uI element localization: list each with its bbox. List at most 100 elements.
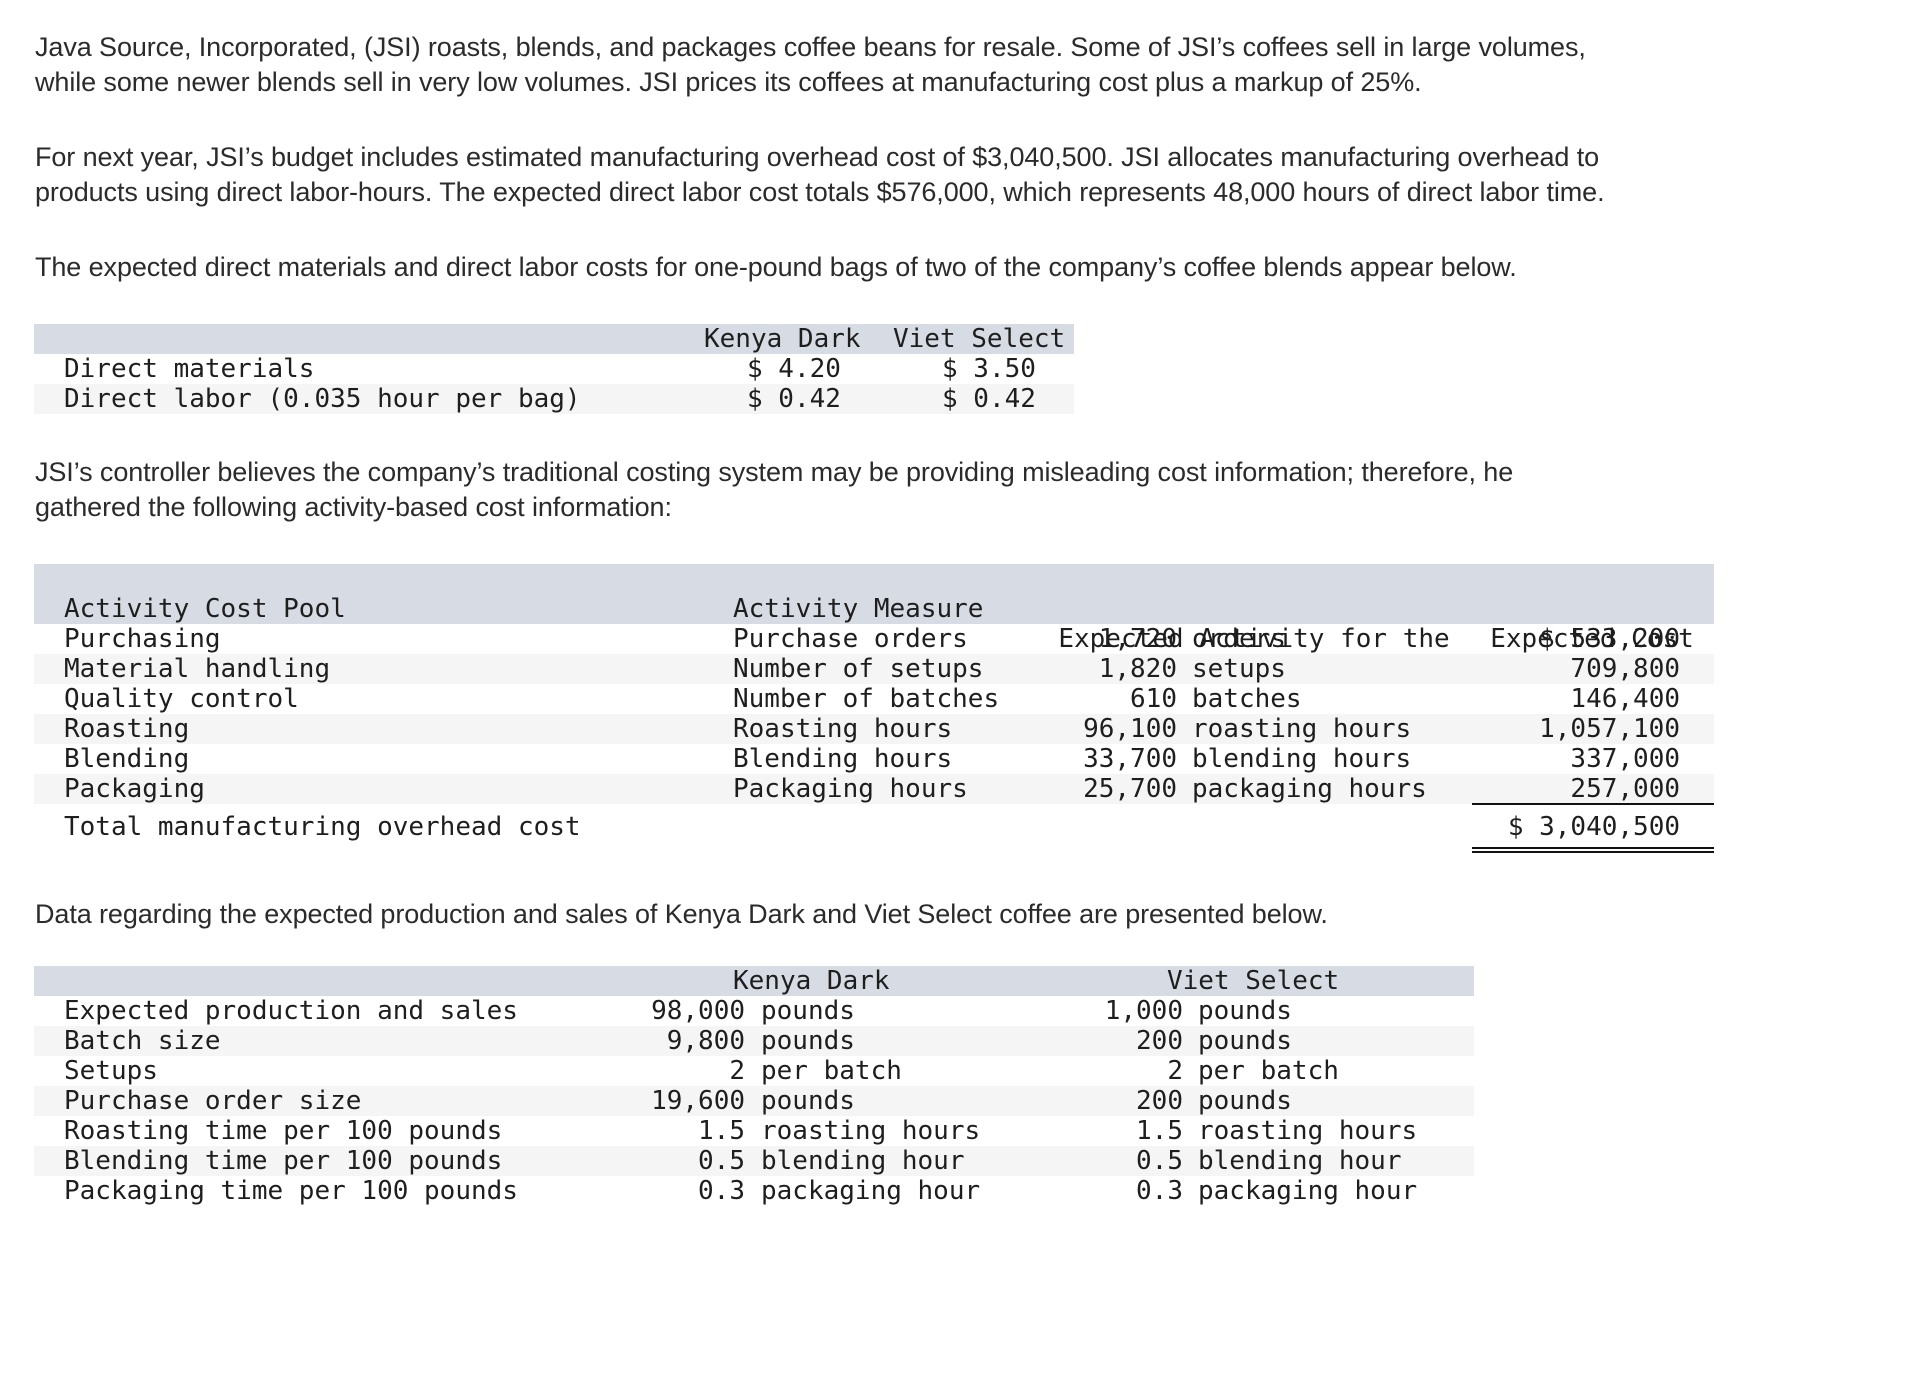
kenya-qty: 0.5 [698, 1146, 745, 1176]
activity-measure: Number of setups [733, 654, 984, 684]
kenya-unit: pounds [761, 1086, 855, 1116]
row-label: Direct labor (0.035 hour per bag) [64, 384, 581, 414]
table-row: Direct labor (0.035 hour per bag) $ 0.42… [34, 384, 1074, 414]
expected-cost: $ 533,200 [1539, 624, 1680, 654]
kenya-unit: per batch [761, 1056, 902, 1086]
activity-unit: batches [1192, 684, 1302, 714]
total-label: Total manufacturing overhead cost [64, 812, 581, 842]
viet-qty: 200 [1136, 1086, 1183, 1116]
kenya-value: $ 4.20 [747, 354, 841, 384]
kenya-unit: pounds [761, 1026, 855, 1056]
kenya-qty: 9,800 [666, 1026, 745, 1056]
production-header-row: Kenya Dark Viet Select [34, 966, 1474, 996]
viet-qty: 2 [1167, 1056, 1183, 1086]
header-activity-cost-pool: Activity Cost Pool [64, 594, 346, 624]
total-row: Total manufacturing overhead cost $ 3,04… [34, 812, 1714, 842]
budget-paragraph: For next year, JSI’s budget includes est… [35, 140, 1605, 210]
kenya-unit: roasting hours [761, 1116, 981, 1146]
activity-qty: 33,700 [1083, 744, 1177, 774]
pool-name: Blending [64, 744, 190, 774]
kenya-qty: 2 [729, 1056, 745, 1086]
table-row: Roasting Roasting hours 96,100 roasting … [34, 714, 1714, 744]
budget-line-2: products using direct labor-hours. The e… [35, 177, 1605, 207]
kenya-qty: 1.5 [698, 1116, 745, 1146]
table-row: Direct materials $ 4.20 $ 3.50 [34, 354, 1074, 384]
kenya-qty: 98,000 [651, 996, 745, 1026]
activity-unit: packaging hours [1192, 774, 1427, 804]
activity-measure: Roasting hours [733, 714, 953, 744]
total-double-underline-top [1472, 847, 1714, 849]
activity-qty: 96,100 [1083, 714, 1177, 744]
kenya-unit: packaging hour [761, 1176, 981, 1206]
activity-unit: orders [1192, 624, 1286, 654]
expected-cost: 337,000 [1570, 744, 1680, 774]
total-double-underline-bottom [1472, 851, 1714, 853]
header-expected-cost-line-1: Expected Cost [1490, 624, 1694, 654]
viet-unit: pounds [1198, 1026, 1292, 1056]
abc-table: Activity Cost Pool Activity Measure Expe… [34, 564, 1714, 854]
activity-qty: 610 [1130, 684, 1177, 714]
pool-name: Quality control [64, 684, 299, 714]
activity-measure: Number of batches [733, 684, 1000, 714]
table-row: Quality control Number of batches 610 ba… [34, 684, 1714, 714]
viet-qty: 0.5 [1136, 1146, 1183, 1176]
kenya-unit: blending hour [761, 1146, 965, 1176]
pool-name: Material handling [64, 654, 331, 684]
pool-name: Purchasing [64, 624, 221, 654]
row-label: Direct materials [64, 354, 315, 384]
row-label: Expected production and sales [64, 996, 518, 1026]
row-label: Batch size [64, 1026, 221, 1056]
viet-unit: blending hour [1198, 1146, 1402, 1176]
row-label: Packaging time per 100 pounds [64, 1176, 518, 1206]
viet-unit: roasting hours [1198, 1116, 1418, 1146]
viet-unit: pounds [1198, 996, 1292, 1026]
kenya-qty: 0.3 [698, 1176, 745, 1206]
viet-qty: 0.3 [1136, 1176, 1183, 1206]
viet-value: $ 3.50 [942, 354, 1036, 384]
table-row: Blending Blending hours 33,700 blending … [34, 744, 1714, 774]
activity-unit: blending hours [1192, 744, 1412, 774]
budget-line-1: For next year, JSI’s budget includes est… [35, 142, 1600, 172]
header-activity-measure: Activity Measure [733, 594, 984, 624]
kenya-value: $ 0.42 [747, 384, 841, 414]
table-row: Expected production and sales 98,000 pou… [34, 996, 1474, 1026]
kenya-unit: pounds [761, 996, 855, 1026]
expected-cost: 257,000 [1570, 774, 1680, 804]
intro-line-1: Java Source, Incorporated, (JSI) roasts,… [35, 32, 1586, 62]
production-intro-paragraph: Data regarding the expected production a… [35, 897, 1328, 932]
viet-unit: pounds [1198, 1086, 1292, 1116]
table-row: Blending time per 100 pounds 0.5 blendin… [34, 1146, 1474, 1176]
costs-intro-paragraph: The expected direct materials and direct… [35, 250, 1517, 285]
viet-unit: packaging hour [1198, 1176, 1418, 1206]
header-viet-select: Viet Select [1167, 966, 1340, 996]
expected-cost: 1,057,100 [1539, 714, 1680, 744]
activity-qty: 1,720 [1098, 624, 1177, 654]
row-label: Setups [64, 1056, 158, 1086]
table-row: Material handling Number of setups 1,820… [34, 654, 1714, 684]
production-table: Kenya Dark Viet Select Expected producti… [34, 966, 1474, 1206]
header-expected-activity-line-1: Expected Activity for the [1058, 624, 1450, 654]
table-row: Purchase order size 19,600 pounds 200 po… [34, 1086, 1474, 1116]
abc-intro-paragraph: JSI’s controller believes the company’s … [35, 455, 1513, 525]
costs-intro-line-1: The expected direct materials and direct… [35, 252, 1517, 282]
total-cost: $ 3,040,500 [1507, 812, 1680, 842]
viet-unit: per batch [1198, 1056, 1339, 1086]
table-row: Roasting time per 100 pounds 1.5 roastin… [34, 1116, 1474, 1146]
expected-cost: 709,800 [1570, 654, 1680, 684]
row-label: Roasting time per 100 pounds [64, 1116, 503, 1146]
abc-intro-line-2: gathered the following activity-based co… [35, 492, 672, 522]
row-label: Blending time per 100 pounds [64, 1146, 503, 1176]
expected-cost: 146,400 [1570, 684, 1680, 714]
abc-header-row: Activity Cost Pool Activity Measure Expe… [34, 564, 1714, 744]
header-kenya-dark: Kenya Dark [704, 324, 861, 354]
row-label: Purchase order size [64, 1086, 362, 1116]
viet-qty: 1,000 [1104, 996, 1183, 1026]
production-intro-line-1: Data regarding the expected production a… [35, 899, 1328, 929]
header-viet-select: Viet Select [893, 324, 1066, 354]
table-row: Batch size 9,800 pounds 200 pounds [34, 1026, 1474, 1056]
viet-qty: 1.5 [1136, 1116, 1183, 1146]
kenya-qty: 19,600 [651, 1086, 745, 1116]
intro-paragraph: Java Source, Incorporated, (JSI) roasts,… [35, 30, 1586, 100]
intro-line-2: while some newer blends sell in very low… [35, 67, 1422, 97]
viet-value: $ 0.42 [942, 384, 1036, 414]
